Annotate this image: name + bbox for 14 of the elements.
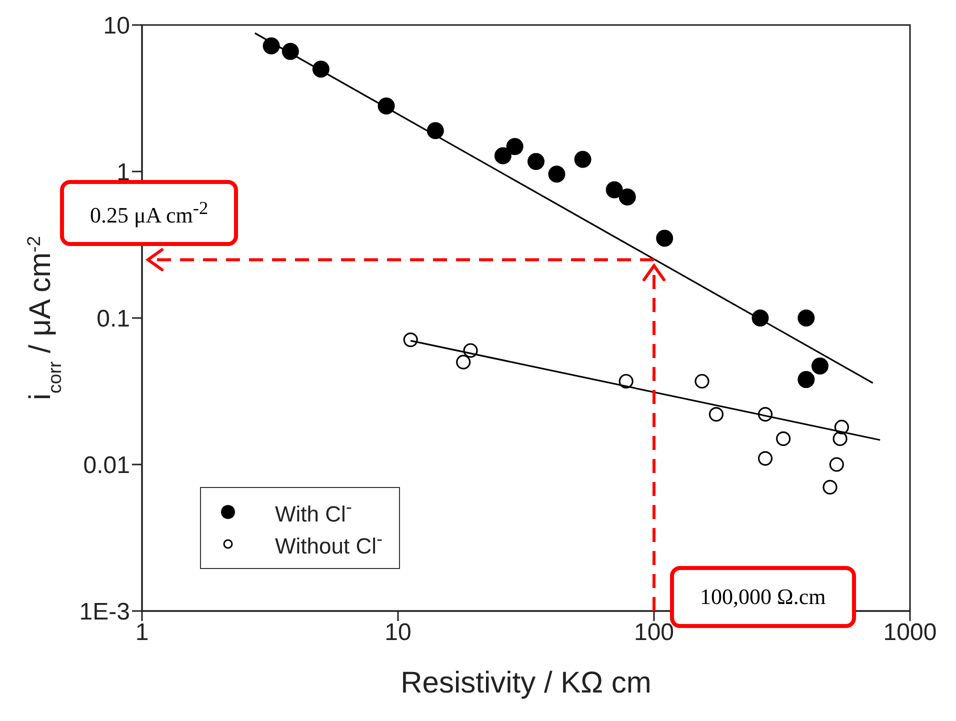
y-tick-label: 1E-3 (79, 598, 130, 626)
x-axis-title: Resistivity / KΩ cm (400, 666, 652, 700)
x-tick-label: 1 (135, 619, 149, 646)
x-tick-label: 1000 (883, 619, 937, 646)
legend-label: With Cl$^{-}$ (275, 496, 352, 528)
y-tick-label: 10 (103, 12, 130, 40)
ref-line-label: 0.25 μA cm$^{-2}$ (90, 198, 208, 228)
x-tick-label: 100 (634, 619, 674, 646)
ref-line-label: 100,000 Ω.cm (700, 584, 826, 609)
x-tick-label: 10 (384, 619, 412, 646)
y-tick-label: 0.1 (96, 306, 130, 333)
legend-label: Without Cl$^{-}$ (275, 528, 383, 560)
y-tick-label: 0.01 (83, 452, 130, 480)
y-tick-label: 1 (116, 159, 130, 186)
